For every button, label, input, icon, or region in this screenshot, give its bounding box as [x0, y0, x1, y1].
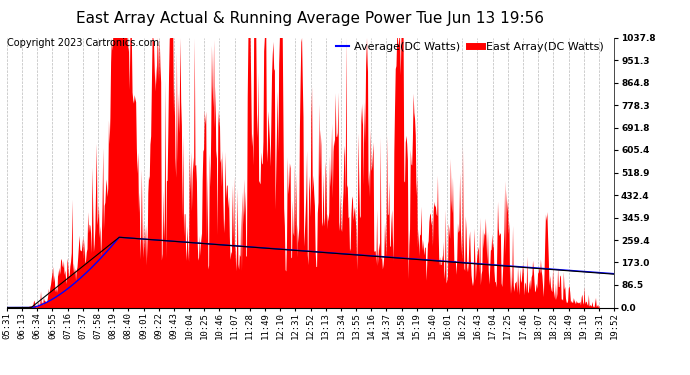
Legend: Average(DC Watts), East Array(DC Watts): Average(DC Watts), East Array(DC Watts): [331, 38, 609, 57]
Text: Copyright 2023 Cartronics.com: Copyright 2023 Cartronics.com: [7, 38, 159, 48]
Text: East Array Actual & Running Average Power Tue Jun 13 19:56: East Array Actual & Running Average Powe…: [77, 11, 544, 26]
